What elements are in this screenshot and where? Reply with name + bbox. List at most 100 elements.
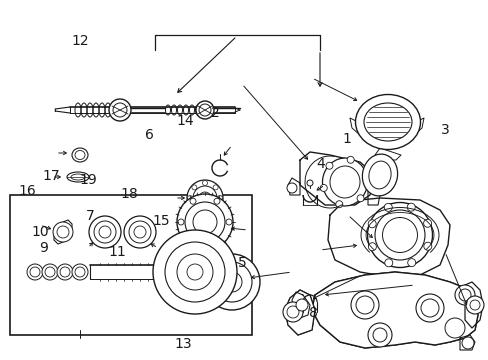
Circle shape: [355, 296, 373, 314]
Circle shape: [203, 254, 260, 310]
Text: 11: 11: [108, 245, 126, 259]
Text: 10: 10: [32, 225, 49, 239]
Circle shape: [193, 210, 217, 234]
Circle shape: [469, 300, 479, 310]
Circle shape: [444, 318, 464, 338]
Text: 13: 13: [174, 337, 192, 351]
Text: 9: 9: [40, 242, 48, 255]
Circle shape: [190, 240, 196, 246]
Polygon shape: [285, 290, 314, 335]
Circle shape: [217, 195, 222, 201]
Text: 4: 4: [315, 157, 324, 171]
Text: 1: 1: [342, 132, 351, 145]
Circle shape: [184, 202, 224, 242]
Circle shape: [177, 254, 213, 290]
Text: 6: 6: [144, 128, 153, 142]
Ellipse shape: [329, 166, 359, 198]
Circle shape: [350, 291, 378, 319]
Circle shape: [129, 221, 151, 243]
Circle shape: [57, 264, 73, 280]
Circle shape: [454, 285, 474, 305]
Text: 15: 15: [152, 215, 170, 228]
Text: 5: 5: [237, 256, 246, 270]
Ellipse shape: [355, 94, 420, 149]
Circle shape: [191, 185, 197, 190]
Ellipse shape: [382, 217, 417, 252]
Text: 8: 8: [308, 306, 317, 320]
Text: 12: 12: [72, 35, 89, 48]
Circle shape: [325, 162, 332, 169]
Text: 19: 19: [79, 173, 97, 187]
Circle shape: [286, 183, 296, 193]
Polygon shape: [311, 272, 477, 348]
Circle shape: [178, 219, 183, 225]
Circle shape: [134, 226, 146, 238]
Circle shape: [60, 267, 70, 277]
Circle shape: [212, 262, 251, 302]
Ellipse shape: [72, 148, 88, 162]
Polygon shape: [54, 220, 72, 244]
Circle shape: [199, 192, 210, 204]
Circle shape: [283, 302, 303, 322]
Ellipse shape: [109, 99, 131, 121]
Ellipse shape: [322, 158, 367, 206]
Circle shape: [461, 337, 473, 349]
Ellipse shape: [67, 172, 89, 182]
Ellipse shape: [362, 154, 397, 196]
Circle shape: [407, 203, 414, 211]
Text: 2: 2: [210, 107, 219, 120]
Circle shape: [384, 203, 391, 211]
Circle shape: [164, 242, 224, 302]
Circle shape: [458, 289, 470, 301]
Ellipse shape: [199, 104, 210, 116]
Circle shape: [45, 267, 55, 277]
Circle shape: [407, 258, 415, 267]
Circle shape: [190, 198, 196, 204]
Circle shape: [186, 264, 203, 280]
Circle shape: [346, 156, 353, 163]
Circle shape: [295, 299, 307, 311]
Circle shape: [202, 211, 207, 216]
Text: 16: 16: [18, 184, 36, 198]
Circle shape: [420, 299, 438, 317]
Text: 3: 3: [440, 123, 448, 136]
Circle shape: [177, 194, 232, 250]
Circle shape: [213, 206, 218, 211]
Circle shape: [94, 221, 116, 243]
Ellipse shape: [363, 103, 411, 141]
Circle shape: [187, 195, 192, 201]
Circle shape: [72, 264, 88, 280]
Circle shape: [53, 222, 73, 242]
Text: 17: 17: [42, 170, 60, 183]
Circle shape: [367, 323, 391, 347]
Circle shape: [27, 264, 43, 280]
Circle shape: [415, 294, 443, 322]
Circle shape: [225, 219, 231, 225]
Circle shape: [320, 184, 326, 192]
Circle shape: [193, 186, 217, 210]
Text: 14: 14: [176, 114, 193, 127]
Circle shape: [213, 185, 218, 190]
Circle shape: [89, 216, 121, 248]
Text: 18: 18: [121, 188, 138, 201]
Circle shape: [372, 328, 386, 342]
Circle shape: [214, 198, 220, 204]
Text: 7: 7: [86, 209, 95, 223]
Circle shape: [124, 216, 156, 248]
Circle shape: [42, 264, 58, 280]
Circle shape: [423, 219, 431, 227]
Circle shape: [367, 220, 375, 228]
Circle shape: [356, 195, 363, 202]
Circle shape: [191, 206, 197, 211]
Circle shape: [384, 259, 392, 267]
Ellipse shape: [71, 174, 85, 180]
Ellipse shape: [75, 150, 85, 159]
Ellipse shape: [113, 103, 127, 117]
Circle shape: [202, 180, 207, 185]
Circle shape: [214, 240, 220, 246]
Bar: [10, 195, 251, 335]
Circle shape: [362, 172, 369, 180]
Circle shape: [153, 230, 237, 314]
Circle shape: [335, 201, 342, 208]
Circle shape: [57, 226, 69, 238]
